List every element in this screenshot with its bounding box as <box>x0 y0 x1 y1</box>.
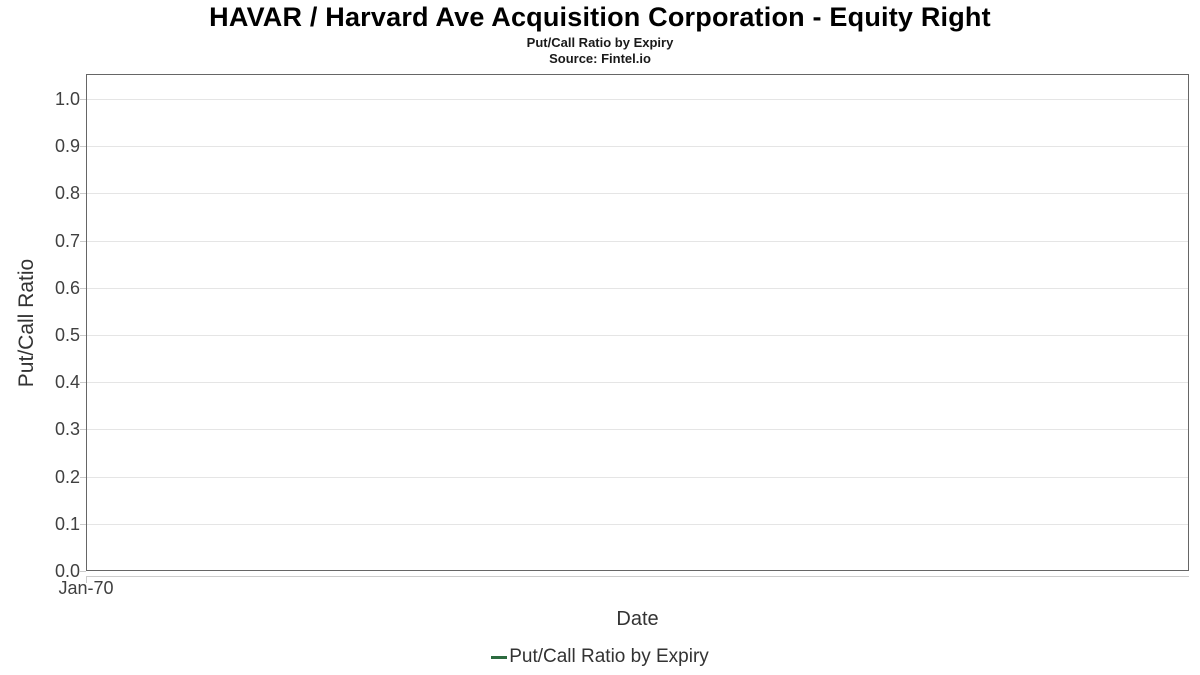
gridline <box>87 193 1188 195</box>
y-tick-mark <box>80 193 86 195</box>
y-tick-label: 0.6 <box>54 277 80 298</box>
y-tick-label: 0.4 <box>54 372 80 393</box>
y-tick-label: 0.0 <box>54 561 80 581</box>
gridline <box>87 476 1188 478</box>
y-tick-label: 0.5 <box>54 325 80 345</box>
legend-line-marker-icon <box>491 655 508 659</box>
chart-source: Source: Fintel.io <box>549 51 651 66</box>
y-tick-mark <box>80 146 86 148</box>
gridline <box>87 146 1188 148</box>
y-tick-mark <box>80 571 86 572</box>
plot-area <box>86 74 1189 571</box>
y-tick-mark <box>80 240 86 242</box>
y-tick-mark <box>80 382 86 384</box>
legend-label: Put/Call Ratio by Expiry <box>509 646 709 667</box>
x-tick-label: Jan-70 <box>58 578 114 598</box>
legend: Put/Call Ratio by Expiry <box>0 646 1200 668</box>
y-tick-label: 1.0 <box>54 89 80 109</box>
y-tick-mark <box>80 476 86 478</box>
legend-item-put-call-ratio[interactable]: Put/Call Ratio by Expiry <box>491 646 709 668</box>
gridline <box>87 382 1188 384</box>
y-tick-label: 0.9 <box>54 136 80 157</box>
x-axis-title: Date <box>616 608 659 630</box>
gridline <box>87 287 1188 289</box>
chart-subtitle: Put/Call Ratio by Expiry <box>526 35 674 50</box>
y-tick-mark <box>80 287 86 289</box>
y-tick-label: 0.2 <box>54 466 80 487</box>
x-tick-mark <box>86 577 87 583</box>
gridline <box>87 240 1188 242</box>
gridline <box>87 429 1188 431</box>
y-tick-label: 0.8 <box>54 183 80 204</box>
gridline <box>87 99 1188 100</box>
chart-title: HAVAR / Harvard Ave Acquisition Corporat… <box>209 2 991 32</box>
y-tick-label: 0.3 <box>54 419 80 440</box>
y-tick-mark <box>80 99 86 100</box>
y-tick-label: 0.1 <box>54 513 80 534</box>
gridline <box>87 335 1188 336</box>
gridline <box>87 523 1188 525</box>
y-tick-mark <box>80 335 86 336</box>
x-axis-line <box>86 576 1189 577</box>
y-tick-mark <box>80 523 86 525</box>
y-tick-mark <box>80 429 86 431</box>
y-tick-label: 0.7 <box>54 230 80 251</box>
